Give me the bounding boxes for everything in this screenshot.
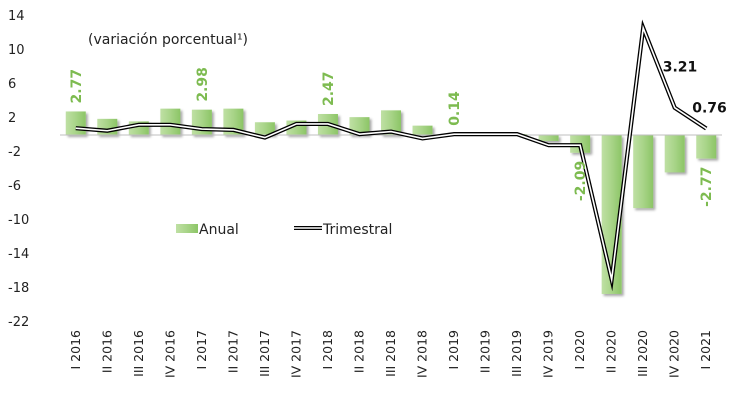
quarterly-line xyxy=(75,19,708,292)
bar-anual xyxy=(538,135,559,141)
x-tick-label: II 2016 xyxy=(99,330,114,373)
bar-anual xyxy=(696,135,717,159)
x-tick-label: IV 2017 xyxy=(288,330,303,378)
x-tick-label: III 2016 xyxy=(131,330,146,377)
x-tick-label: II 2017 xyxy=(225,330,240,373)
bar-anual xyxy=(412,125,433,135)
x-tick-label: III 2018 xyxy=(383,330,398,377)
bar-label-anual: -2.09 xyxy=(573,161,589,201)
y-tick-label: -2 xyxy=(8,145,21,160)
x-tick-label: I 2019 xyxy=(446,330,461,370)
y-tick-label: -6 xyxy=(8,179,21,194)
bar-label-anual: 2.77 xyxy=(69,69,85,104)
x-tick-label: II 2019 xyxy=(478,330,493,373)
line-label-trimestral: 0.76 xyxy=(692,101,727,117)
y-tick-label: -18 xyxy=(8,281,29,296)
x-tick-label: III 2019 xyxy=(509,330,524,377)
bar-anual xyxy=(160,108,181,135)
annual-bars xyxy=(65,108,717,294)
y-tick-label: 6 xyxy=(8,77,16,92)
bar-anual xyxy=(65,111,86,135)
bar-anual xyxy=(254,122,275,135)
legend-label-trimestral: Trimestral xyxy=(322,222,392,238)
y-tick-label: 14 xyxy=(8,9,25,24)
line-trimestral-inner xyxy=(75,24,707,285)
x-tick-label: II 2020 xyxy=(604,330,619,373)
x-tick-label: IV 2016 xyxy=(162,330,177,378)
x-tick-label: I 2017 xyxy=(194,330,209,369)
y-axis: 14 10 6 2 -2 -6 -10 -14 -18 -22 xyxy=(8,9,29,330)
legend-swatch-anual xyxy=(176,224,198,233)
y-tick-label: -10 xyxy=(8,213,29,228)
data-labels: 2.77 2.98 2.47 0.14 -2.09 -2.77 3.21 0.76 xyxy=(69,60,727,207)
y-tick-label: 2 xyxy=(8,111,16,126)
x-axis: I 2016 II 2016 III 2016 IV 2016 I 2017 II 201… xyxy=(68,330,713,378)
x-tick-label: I 2021 xyxy=(698,330,713,369)
y-tick-label: -14 xyxy=(8,247,29,262)
x-tick-label: I 2018 xyxy=(320,330,335,370)
bar-anual xyxy=(381,110,401,135)
chart-subtitle: (variación porcentual¹) xyxy=(88,32,248,48)
x-tick-label: II 2018 xyxy=(351,330,366,373)
legend-label-anual: Anual xyxy=(199,222,239,238)
x-tick-label: IV 2018 xyxy=(415,330,430,378)
x-tick-label: III 2017 xyxy=(257,330,272,377)
bar-label-anual: 0.14 xyxy=(447,91,463,126)
x-tick-label: IV 2020 xyxy=(667,330,682,378)
line-label-trimestral: 3.21 xyxy=(663,60,698,76)
x-tick-label: I 2020 xyxy=(572,330,587,370)
bar-anual xyxy=(664,135,685,173)
bar-label-anual: 2.98 xyxy=(195,67,211,102)
bar-label-anual: -2.77 xyxy=(699,167,715,207)
bar-anual xyxy=(633,135,654,209)
legend: Anual Trimestral xyxy=(176,222,392,238)
y-tick-label: 10 xyxy=(8,43,25,58)
x-tick-label: III 2020 xyxy=(635,330,650,377)
x-tick-label: I 2016 xyxy=(68,330,83,370)
y-tick-label: -22 xyxy=(8,315,29,330)
x-tick-label: IV 2019 xyxy=(541,330,556,378)
bar-label-anual: 2.47 xyxy=(321,71,337,106)
